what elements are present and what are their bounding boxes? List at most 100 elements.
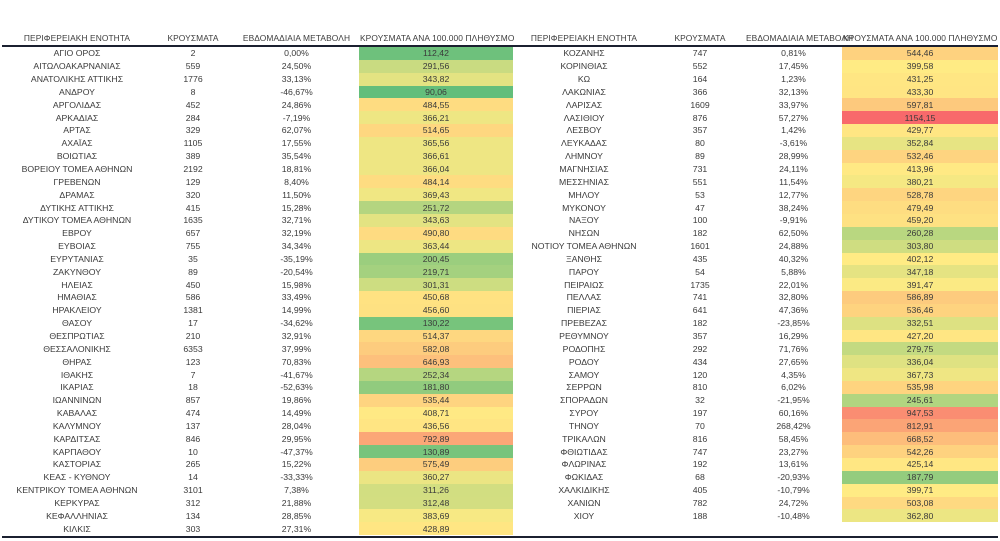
weekly-change-cell: 24,86% xyxy=(281,99,312,110)
per-100k-cell: 459,20 xyxy=(842,213,998,227)
weekly-change-cell: 15,22% xyxy=(281,459,312,470)
table-row: ΛΕΣΒΟΥ 357 1,42% 429,77 xyxy=(513,124,998,137)
table-row: ΧΙΟΥ 188 -10,48% 362,80 xyxy=(513,509,998,523)
region-name-cell: ΔΥΤΙΚΟΥ ΤΟΜΕΑ ΑΘΗΝΩΝ xyxy=(22,215,132,226)
region-name-cell: ΗΜΑΘΙΑΣ xyxy=(57,292,97,303)
table-row: ΑΝΔΡΟΥ 8 -46,67% 90,06 xyxy=(2,85,513,99)
table-row: ΤΡΙΚΑΛΩΝ 816 58,45% 668,52 xyxy=(513,432,998,446)
col-header-weekly-change: ΕΒΔΟΜΑΔΙΑΙΑ ΜΕΤΑΒΟΛΗ xyxy=(234,31,359,47)
weekly-change-cell: 32,19% xyxy=(281,228,312,239)
cases-cell: 7 xyxy=(190,369,196,380)
weekly-change-cell: 1,23% xyxy=(781,74,806,85)
table-row: ΒΟΙΩΤΙΑΣ 389 35,54% 366,61 xyxy=(2,149,513,163)
weekly-change-cell: 27,31% xyxy=(281,523,312,534)
region-name-cell: ΛΑΚΩΝΙΑΣ xyxy=(562,86,606,97)
table-row: ΣΥΡΟΥ 197 60,16% 947,53 xyxy=(513,406,998,420)
table-row: ΑΧΑΪΑΣ 1105 17,55% 365,56 xyxy=(2,136,513,150)
col-header-region: ΠΕΡΙΦΕΡΕΙΑΚΗ ΕΝΟΤΗΤΑ xyxy=(513,31,655,47)
per-100k-cell: 312,48 xyxy=(359,496,513,510)
weekly-change-cell: 12,77% xyxy=(778,189,809,200)
cases-cell: 1381 xyxy=(183,305,203,316)
cases-cell: 47 xyxy=(695,202,705,213)
per-100k-cell: 311,26 xyxy=(359,483,513,497)
cases-cell: 80 xyxy=(695,138,705,149)
per-100k-cell: 947,53 xyxy=(842,406,998,420)
table-row: ΗΛΕΙΑΣ 450 15,98% 301,31 xyxy=(2,278,513,292)
region-name-cell: ΣΠΟΡΑΔΩΝ xyxy=(560,395,608,406)
region-name-cell: ΦΩΚΙΔΑΣ xyxy=(564,472,604,483)
per-100k-cell: 535,44 xyxy=(359,393,513,407)
region-name-cell: ΣΑΜΟΥ xyxy=(568,369,600,380)
table-row: ΚΑΣΤΟΡΙΑΣ 265 15,22% 575,49 xyxy=(2,458,513,471)
table-row: ΚΕΦΑΛΛΗΝΙΑΣ 134 28,85% 383,69 xyxy=(2,509,513,523)
region-tables: ΠΕΡΙΦΕΡΕΙΑΚΗ ΕΝΟΤΗΤΑ ΚΡΟΥΣΜΑΤΑ ΕΒΔΟΜΑΔΙΑ… xyxy=(2,31,998,536)
region-name-cell: ΚΟΖΑΝΗΣ xyxy=(563,48,605,59)
cases-cell: 68 xyxy=(695,472,705,483)
weekly-change-cell: -52,63% xyxy=(280,382,313,393)
region-name-cell: ΕΥΒΟΙΑΣ xyxy=(58,241,96,252)
weekly-change-cell: -47,37% xyxy=(280,446,313,457)
weekly-change-cell: 29,95% xyxy=(281,433,312,444)
per-100k-cell: 130,22 xyxy=(359,316,513,330)
table-row: ΚΑΡΔΙΤΣΑΣ 846 29,95% 792,89 xyxy=(2,432,513,446)
cases-cell: 8 xyxy=(190,86,196,97)
region-name-cell: ΚΕΦΑΛΛΗΝΙΑΣ xyxy=(46,510,108,521)
weekly-change-cell: -23,85% xyxy=(777,318,810,329)
per-100k-cell: 532,46 xyxy=(842,149,998,163)
cases-cell: 586 xyxy=(185,292,201,303)
region-name-cell: ΙΩΑΝΝΙΝΩΝ xyxy=(52,395,102,406)
weekly-change-cell: 71,76% xyxy=(778,343,809,354)
per-100k-cell: 301,31 xyxy=(359,278,513,292)
per-100k-cell: 484,14 xyxy=(359,175,513,189)
table-row: ΠΕΛΛΑΣ 741 32,80% 586,89 xyxy=(513,291,998,304)
table-row: ΕΥΡΥΤΑΝΙΑΣ 35 -35,19% 200,45 xyxy=(2,252,513,266)
cases-cell: 192 xyxy=(692,459,708,470)
per-100k-cell: 575,49 xyxy=(359,458,513,471)
table-row: ΑΡΓΟΛΙΔΑΣ 452 24,86% 484,55 xyxy=(2,98,513,112)
region-name-cell: ΘΕΣΠΡΩΤΙΑΣ xyxy=(49,330,105,341)
weekly-change-cell: 15,28% xyxy=(281,202,312,213)
weekly-change-cell: 21,88% xyxy=(281,497,312,508)
weekly-change-cell: 38,24% xyxy=(778,202,809,213)
cases-cell: 741 xyxy=(692,292,708,303)
region-name-cell: ΝΟΤΙΟΥ ΤΟΜΕΑ ΑΘΗΝΩΝ xyxy=(531,241,637,252)
per-100k-cell: 792,89 xyxy=(359,432,513,446)
per-100k-cell: 431,25 xyxy=(842,72,998,86)
per-100k-cell: 514,65 xyxy=(359,124,513,137)
per-100k-cell: 336,04 xyxy=(842,355,998,369)
region-name-cell: ΙΘΑΚΗΣ xyxy=(60,369,94,380)
table-row: ΛΗΜΝΟΥ 89 28,99% 532,46 xyxy=(513,149,998,163)
table-row: ΘΗΡΑΣ 123 70,83% 646,93 xyxy=(2,355,513,369)
weekly-change-cell: 27,65% xyxy=(778,356,809,367)
region-name-cell: ΦΘΙΩΤΙΔΑΣ xyxy=(560,446,608,457)
region-name-cell: ΚΑΡΔΙΤΣΑΣ xyxy=(53,433,101,444)
cases-cell: 1635 xyxy=(183,215,203,226)
cases-cell: 54 xyxy=(695,266,705,277)
table-row: ΓΡΕΒΕΝΩΝ 129 8,40% 484,14 xyxy=(2,175,513,189)
weekly-change-cell: -35,19% xyxy=(280,253,313,264)
per-100k-cell: 536,46 xyxy=(842,303,998,317)
table-row: ΚΑΒΑΛΑΣ 474 14,49% 408,71 xyxy=(2,406,513,420)
weekly-change-cell: 58,45% xyxy=(778,433,809,444)
cases-cell: 70 xyxy=(695,420,705,431)
col-header-cases: ΚΡΟΥΣΜΑΤΑ xyxy=(655,31,745,47)
per-100k-cell: 245,61 xyxy=(842,393,998,407)
weekly-change-cell: 0,81% xyxy=(781,48,806,59)
per-100k-cell: 413,96 xyxy=(842,162,998,176)
table-row: ΑΡΤΑΣ 329 62,07% 514,65 xyxy=(2,124,513,137)
cases-cell: 14 xyxy=(188,472,198,483)
weekly-change-cell: 35,54% xyxy=(281,151,312,162)
region-name-cell: ΚΑΣΤΟΡΙΑΣ xyxy=(52,459,102,470)
per-100k-cell: 380,21 xyxy=(842,175,998,189)
region-name-cell: ΘΗΡΑΣ xyxy=(62,356,92,367)
header-row: ΠΕΡΙΦΕΡΕΙΑΚΗ ΕΝΟΤΗΤΑ ΚΡΟΥΣΜΑΤΑ ΕΒΔΟΜΑΔΙΑ… xyxy=(2,31,514,47)
cases-cell: 747 xyxy=(692,48,708,59)
region-name-cell: ΠΕΙΡΑΙΩΣ xyxy=(564,279,604,290)
cases-cell: 137 xyxy=(185,420,201,431)
per-100k-cell: 528,78 xyxy=(842,188,998,202)
cases-cell: 2 xyxy=(190,48,196,59)
per-100k-cell: 112,42 xyxy=(359,46,513,60)
per-100k-cell: 433,30 xyxy=(842,85,998,99)
per-100k-cell: 514,37 xyxy=(359,329,513,343)
region-name-cell: ΙΚΑΡΙΑΣ xyxy=(60,382,94,393)
